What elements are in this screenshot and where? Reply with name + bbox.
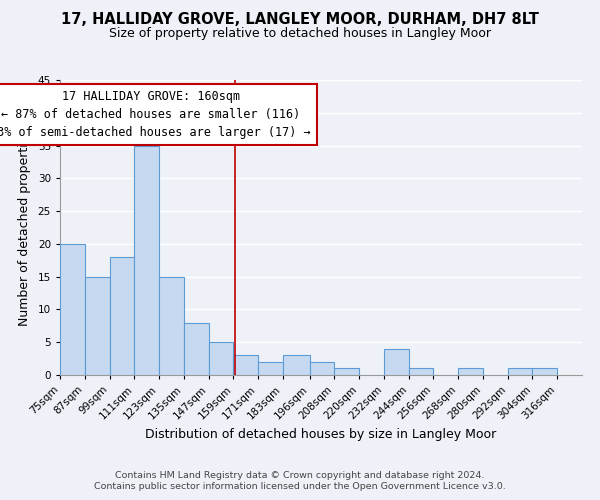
Bar xyxy=(334,368,359,375)
Bar xyxy=(233,356,258,375)
Bar xyxy=(184,322,209,375)
Text: 17, HALLIDAY GROVE, LANGLEY MOOR, DURHAM, DH7 8LT: 17, HALLIDAY GROVE, LANGLEY MOOR, DURHAM… xyxy=(61,12,539,28)
Bar xyxy=(134,146,159,375)
Bar xyxy=(258,362,283,375)
Bar xyxy=(159,276,184,375)
X-axis label: Distribution of detached houses by size in Langley Moor: Distribution of detached houses by size … xyxy=(145,428,497,441)
Bar xyxy=(310,362,334,375)
Bar xyxy=(85,276,110,375)
Bar xyxy=(532,368,557,375)
Bar xyxy=(60,244,85,375)
Y-axis label: Number of detached properties: Number of detached properties xyxy=(18,129,31,326)
Bar xyxy=(508,368,532,375)
Bar xyxy=(409,368,433,375)
Bar xyxy=(458,368,483,375)
Text: 17 HALLIDAY GROVE: 160sqm
← 87% of detached houses are smaller (116)
13% of semi: 17 HALLIDAY GROVE: 160sqm ← 87% of detac… xyxy=(0,90,311,139)
Text: Contains public sector information licensed under the Open Government Licence v3: Contains public sector information licen… xyxy=(94,482,506,491)
Bar xyxy=(283,356,310,375)
Bar xyxy=(209,342,233,375)
Bar xyxy=(110,257,134,375)
Bar xyxy=(384,349,409,375)
Text: Size of property relative to detached houses in Langley Moor: Size of property relative to detached ho… xyxy=(109,28,491,40)
Text: Contains HM Land Registry data © Crown copyright and database right 2024.: Contains HM Land Registry data © Crown c… xyxy=(115,471,485,480)
